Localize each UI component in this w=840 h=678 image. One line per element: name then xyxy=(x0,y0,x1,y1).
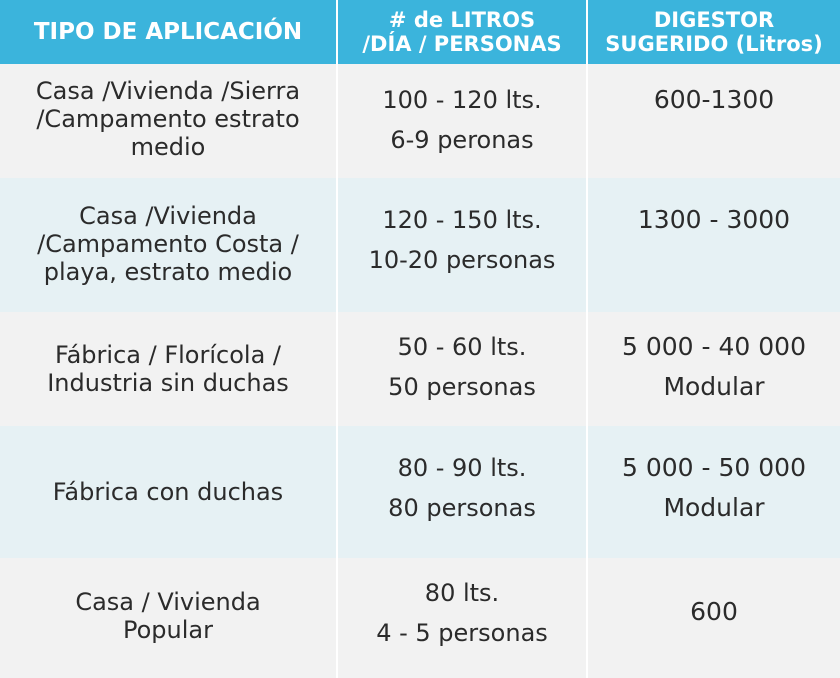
cell-line: Casa /Vivienda /Sierra xyxy=(35,77,301,105)
cell-line: 600 xyxy=(690,597,738,626)
cell-line: 50 - 60 lts. xyxy=(397,333,527,361)
table-row: Fábrica con duchas 80 - 90 lts. 80 perso… xyxy=(0,426,840,558)
header-line: # de LITROS xyxy=(388,8,536,32)
cell-litros: 80 - 90 lts. 80 personas xyxy=(336,426,586,558)
cell-line: Casa / Vivienda xyxy=(75,588,261,616)
cell-tipo: Casa / Vivienda Popular xyxy=(0,558,336,678)
cell-litros: 120 - 150 lts. 10-20 personas xyxy=(336,178,586,312)
cell-digestor: 600-1300 xyxy=(586,64,840,178)
header-line: TIPO DE APLICACIÓN xyxy=(33,19,303,45)
cell-line: 120 - 150 lts. xyxy=(382,206,542,234)
cell-line: Casa /Vivienda xyxy=(79,202,257,230)
cell-line: /Campamento estrato xyxy=(36,105,300,133)
cell-line: Modular xyxy=(663,372,765,401)
header-line: DIGESTOR xyxy=(653,8,775,32)
cell-line: Fábrica / Florícola / xyxy=(55,341,281,369)
header-litros-dia-persona: # de LITROS /DÍA / PERSONAS xyxy=(336,0,586,64)
cell-line: Popular xyxy=(123,616,213,644)
cell-line: 80 lts. xyxy=(424,579,500,607)
cell-line: 600-1300 xyxy=(653,85,775,114)
cell-digestor: 600 xyxy=(586,558,840,678)
header-line: SUGERIDO (Litros) xyxy=(605,32,823,56)
table-row: Casa /Vivienda /Campamento Costa / playa… xyxy=(0,178,840,312)
cell-line: Fábrica con duchas xyxy=(52,478,284,506)
cell-line: Modular xyxy=(663,493,765,522)
table-row: Casa / Vivienda Popular 80 lts. 4 - 5 pe… xyxy=(0,558,840,678)
cell-line: 6-9 peronas xyxy=(390,126,534,154)
cell-litros: 100 - 120 lts. 6-9 peronas xyxy=(336,64,586,178)
table-row: Fábrica / Florícola / Industria sin duch… xyxy=(0,312,840,426)
cell-line: medio xyxy=(130,133,206,161)
cell-line: 80 personas xyxy=(388,494,536,522)
cell-line: 1300 - 3000 xyxy=(637,205,791,234)
cell-line: playa, estrato medio xyxy=(43,258,293,286)
cell-tipo: Casa /Vivienda /Campamento Costa / playa… xyxy=(0,178,336,312)
table-header: TIPO DE APLICACIÓN # de LITROS /DÍA / PE… xyxy=(0,0,840,64)
cell-line: 100 - 120 lts. xyxy=(382,86,542,114)
cell-tipo: Casa /Vivienda /Sierra /Campamento estra… xyxy=(0,64,336,178)
cell-digestor: 5 000 - 50 000 Modular xyxy=(586,426,840,558)
cell-litros: 50 - 60 lts. 50 personas xyxy=(336,312,586,426)
cell-line: 50 personas xyxy=(388,373,536,401)
cell-litros: 80 lts. 4 - 5 personas xyxy=(336,558,586,678)
cell-line: 10-20 personas xyxy=(368,246,556,274)
cell-digestor: 1300 - 3000 xyxy=(586,178,840,312)
cell-tipo: Fábrica con duchas xyxy=(0,426,336,558)
cell-line: /Campamento Costa / xyxy=(37,230,299,258)
cell-line: 80 - 90 lts. xyxy=(397,454,527,482)
cell-line: 5 000 - 50 000 xyxy=(622,453,806,482)
header-tipo-aplicacion: TIPO DE APLICACIÓN xyxy=(0,0,336,64)
cell-line: Industria sin duchas xyxy=(47,369,289,397)
cell-line: 5 000 - 40 000 xyxy=(622,332,806,361)
cell-tipo: Fábrica / Florícola / Industria sin duch… xyxy=(0,312,336,426)
cell-line: 4 - 5 personas xyxy=(376,619,548,647)
header-digestor-sugerido: DIGESTOR SUGERIDO (Litros) xyxy=(586,0,840,64)
header-line: /DÍA / PERSONAS xyxy=(362,32,562,56)
table-row: Casa /Vivienda /Sierra /Campamento estra… xyxy=(0,64,840,178)
cell-digestor: 5 000 - 40 000 Modular xyxy=(586,312,840,426)
